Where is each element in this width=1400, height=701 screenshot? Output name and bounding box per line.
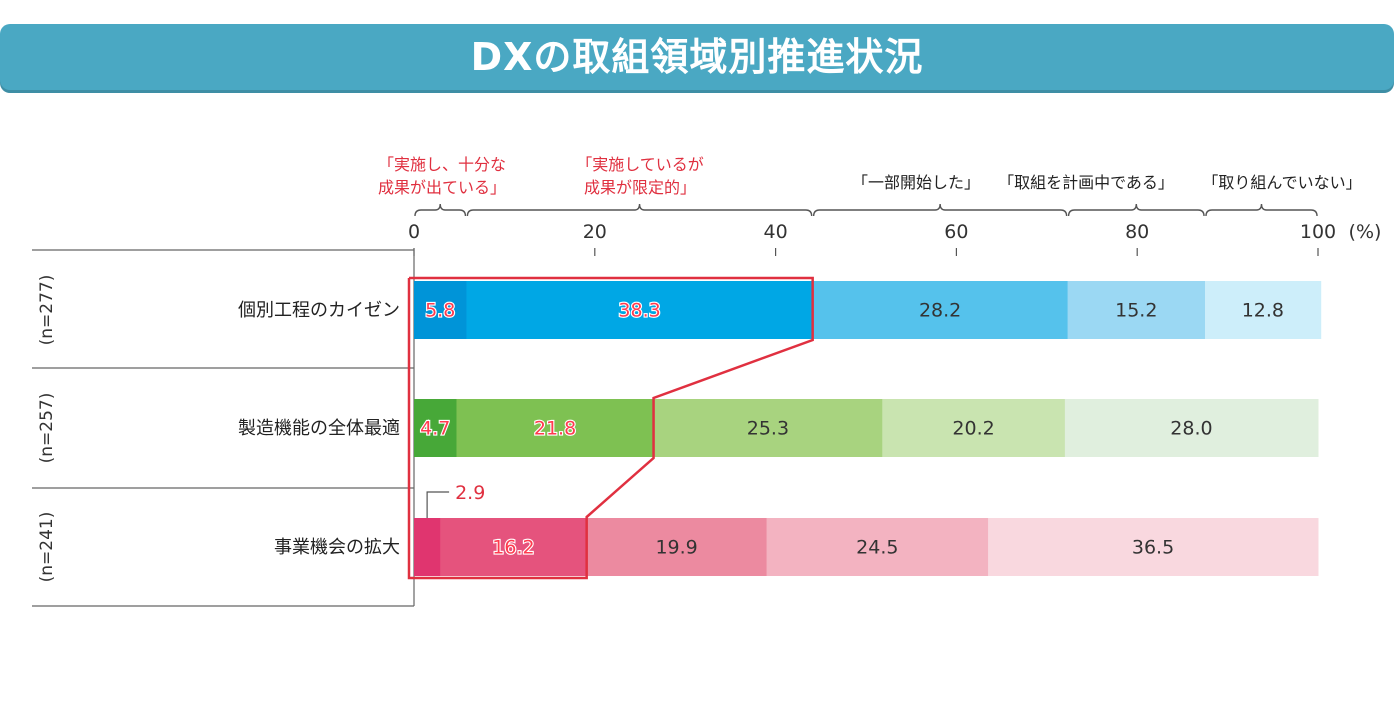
bar-value-label: 12.8 (1242, 300, 1284, 322)
x-tick-label: 60 (944, 221, 968, 243)
bar-value-label: 21.8 (534, 418, 576, 440)
bar-segment (456, 399, 655, 457)
bar-value-label: 20.2 (952, 418, 994, 440)
legend-item-2-line-2: 成果が限定的」 (584, 178, 696, 197)
bar-segment (440, 518, 588, 576)
bar-segment (653, 399, 883, 457)
bar-value-label: 4.7 (420, 418, 450, 440)
bar-segment (1205, 281, 1322, 339)
x-tick-label: 80 (1125, 221, 1149, 243)
title-bar (0, 24, 1394, 90)
x-tick-label: 20 (583, 221, 607, 243)
bar-value-label: 5.8 (425, 300, 455, 322)
annotation-value: 2.9 (455, 482, 485, 504)
bar-segment (414, 399, 457, 457)
bar-value-label: 19.9 (655, 537, 697, 559)
legend-brace (1205, 203, 1318, 217)
bar-segment (414, 281, 467, 339)
x-tick-label: 100 (1300, 221, 1336, 243)
bar-segment (1067, 281, 1206, 339)
legend-brace (1067, 203, 1205, 217)
bar-value-label: 38.3 (618, 300, 660, 322)
bar-value-label: 24.5 (856, 537, 898, 559)
x-axis: 0 20 40 60 80 100 (408, 221, 1336, 256)
bar-value-label: 36.5 (1132, 537, 1174, 559)
legend-brace (812, 203, 1068, 217)
legend-item-3: 「一部開始した」 (852, 173, 980, 192)
sample-size-label: (n=277) (37, 275, 57, 346)
x-tick-label: 0 (408, 221, 420, 243)
legend-item-1-line-1: 「実施し、十分な (378, 155, 506, 174)
category-label: 製造機能の全体最適 (238, 418, 400, 439)
small-value-annotation: 2.9 (426, 482, 485, 518)
x-tick-label: 40 (764, 221, 788, 243)
annotation-leader (426, 491, 450, 518)
bar-value-label: 16.2 (492, 537, 534, 559)
sample-size-label: (n=241) (37, 512, 57, 583)
bar-segment (812, 281, 1069, 339)
bar-value-label: 15.2 (1115, 300, 1157, 322)
bar-segment (988, 518, 1319, 576)
bar-value-label: 28.2 (919, 300, 961, 322)
category-label: 個別工程のカイゼン (238, 300, 400, 321)
legend-item-5: 「取り組んでいない」 (1202, 173, 1361, 192)
chart-title: DXの取組領域別推進状況 (470, 35, 924, 79)
legend-braces (414, 203, 1318, 217)
bars: 5.8 38.3 28.2 15.2 12.8 4.7 21.8 25.3 20.2 28.0 16… (414, 281, 1322, 576)
row-labels: 個別工程のカイゼン (n=277) 製造機能の全体最適 (n=257) 事業機会の拡大 (… (32, 249, 415, 607)
bar-segment (414, 518, 441, 576)
sample-size-label: (n=257) (37, 393, 57, 464)
legend-item-4: 「取組を計画中である」 (998, 173, 1174, 192)
category-label: 事業機会の拡大 (274, 537, 400, 558)
legend-item-1-line-2: 成果が出ている」 (378, 178, 506, 197)
bar-segment (766, 518, 989, 576)
highlight-outline (407, 276, 814, 580)
bar-segment (1064, 399, 1319, 457)
legend-brace (466, 203, 813, 217)
bar-value-label: 28.0 (1170, 418, 1212, 440)
legend-item-2-line-1: 「実施しているが (576, 155, 704, 174)
bar-segment (882, 399, 1066, 457)
bar-segment (586, 518, 768, 576)
bar-segment (466, 281, 814, 339)
x-axis-unit: (%) (1349, 221, 1382, 243)
bar-value-label: 25.3 (747, 418, 789, 440)
legend-brace (414, 203, 467, 217)
